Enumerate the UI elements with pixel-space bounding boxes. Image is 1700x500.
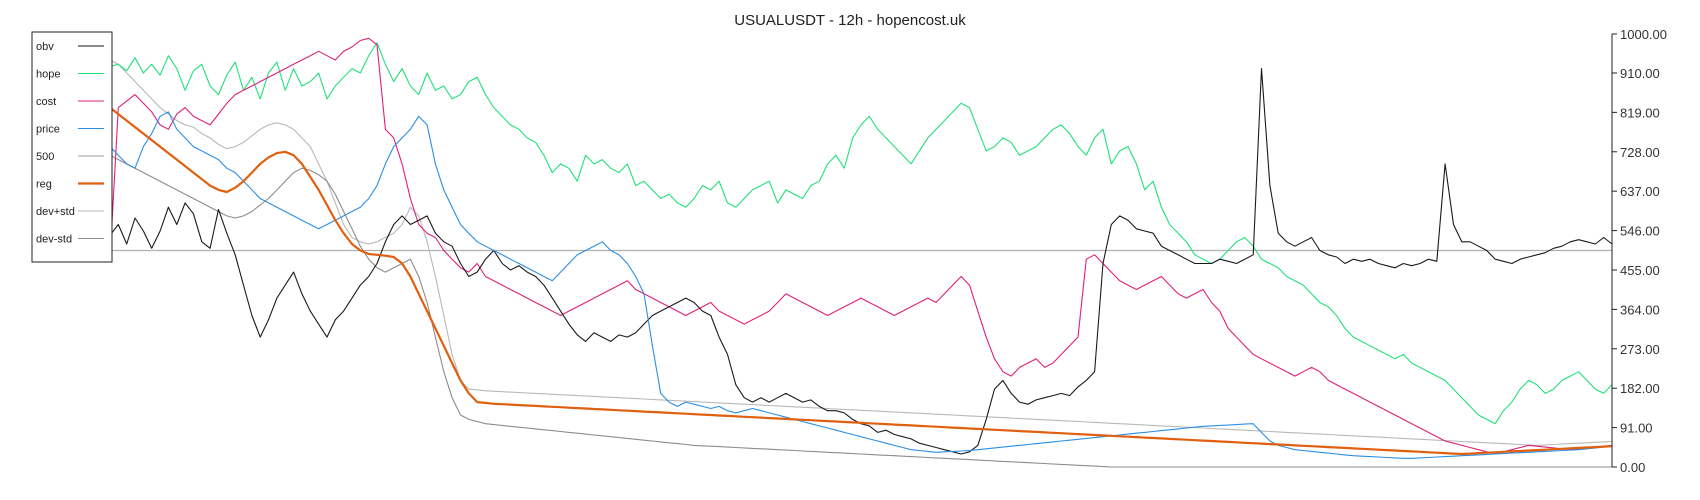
legend: obv hope cost price 500 reg dev+std dev-std	[31, 31, 113, 263]
y-tick-label: 1000.00	[1620, 27, 1667, 42]
y-axis: 1000.00 910.00 819.00 728.00 637.00 546.00 455…	[1611, 27, 1667, 475]
series-line-hope	[109, 42, 1613, 425]
series-line-dev-std	[109, 154, 1612, 468]
legend-label-dev-std: dev-std	[36, 234, 72, 246]
y-tick-label: 91.00	[1620, 421, 1653, 436]
series-line-reg	[109, 106, 1613, 456]
legend-label-500: 500	[36, 151, 54, 163]
y-tick-label: 273.00	[1620, 342, 1660, 357]
y-tick-label: 455.00	[1620, 263, 1660, 278]
legend-box	[31, 31, 113, 263]
y-tick-label: 819.00	[1620, 105, 1660, 120]
y-tick-label: 637.00	[1620, 184, 1660, 199]
y-tick-label: 364.00	[1620, 302, 1660, 317]
legend-label-reg: reg	[36, 179, 52, 191]
series-line-price	[109, 111, 1613, 459]
y-tick-label: 910.00	[1620, 66, 1660, 81]
y-tick-label: 182.00	[1620, 381, 1660, 396]
legend-label-hope: hope	[36, 69, 60, 81]
legend-label-dev-std: dev+std	[36, 206, 75, 218]
legend-label-price: price	[36, 124, 60, 136]
y-tick-label: 0.00	[1620, 460, 1645, 475]
y-tick-label: 728.00	[1620, 145, 1660, 160]
legend-label-cost: cost	[36, 96, 56, 108]
series-line-dev-std	[109, 59, 1613, 446]
chart-title: USUALUSDT - 12h - hopencost.uk	[734, 12, 966, 29]
series-line-cost	[109, 37, 1613, 455]
y-tick-label: 546.00	[1620, 224, 1660, 239]
legend-label-obv: obv	[36, 41, 54, 53]
plot-area	[109, 37, 1613, 468]
